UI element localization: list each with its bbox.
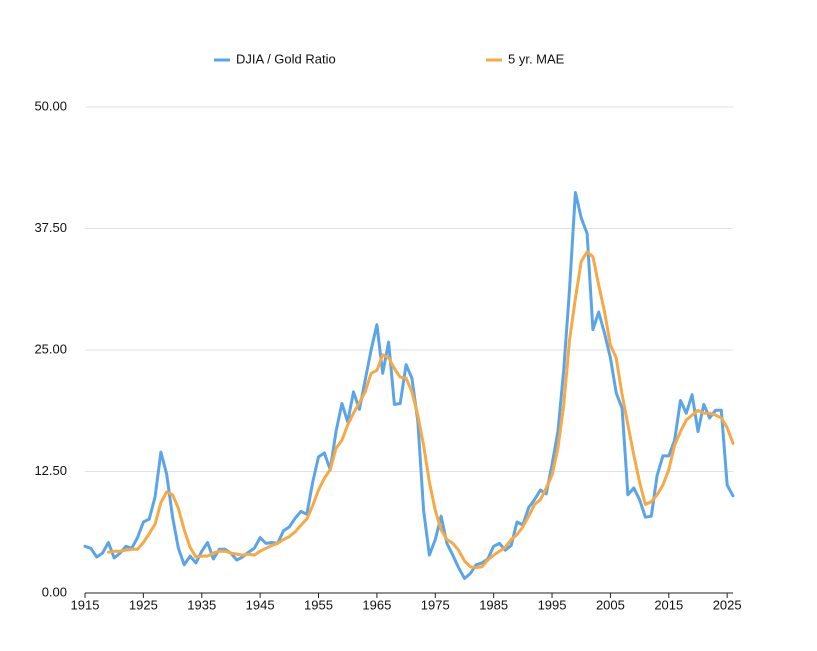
- x-tick-label: 1935: [187, 597, 216, 612]
- series-line: [106, 250, 735, 570]
- x-tick-label: 1985: [479, 597, 508, 612]
- y-tick-label: 50.00: [34, 98, 67, 113]
- x-tick-label: 2025: [713, 597, 742, 612]
- x-tick-label: 1945: [246, 597, 275, 612]
- legend-label: 5 yr. MAE: [508, 51, 565, 66]
- x-tick-label: 1975: [421, 597, 450, 612]
- x-tick-label: 2015: [654, 597, 683, 612]
- x-tick-label: 1915: [71, 597, 100, 612]
- x-tick-label: 1995: [538, 597, 567, 612]
- x-tick-label: 2005: [596, 597, 625, 612]
- x-tick-label: 1965: [362, 597, 391, 612]
- x-tick-label: 1925: [129, 597, 158, 612]
- y-tick-label: 12.50: [34, 463, 67, 478]
- y-tick-label: 25.00: [34, 341, 67, 356]
- series-line: [83, 191, 735, 580]
- x-tick-label: 1955: [304, 597, 333, 612]
- y-tick-label: 37.50: [34, 220, 67, 235]
- y-tick-label: 0.00: [42, 584, 67, 599]
- legend-label: DJIA / Gold Ratio: [236, 51, 336, 66]
